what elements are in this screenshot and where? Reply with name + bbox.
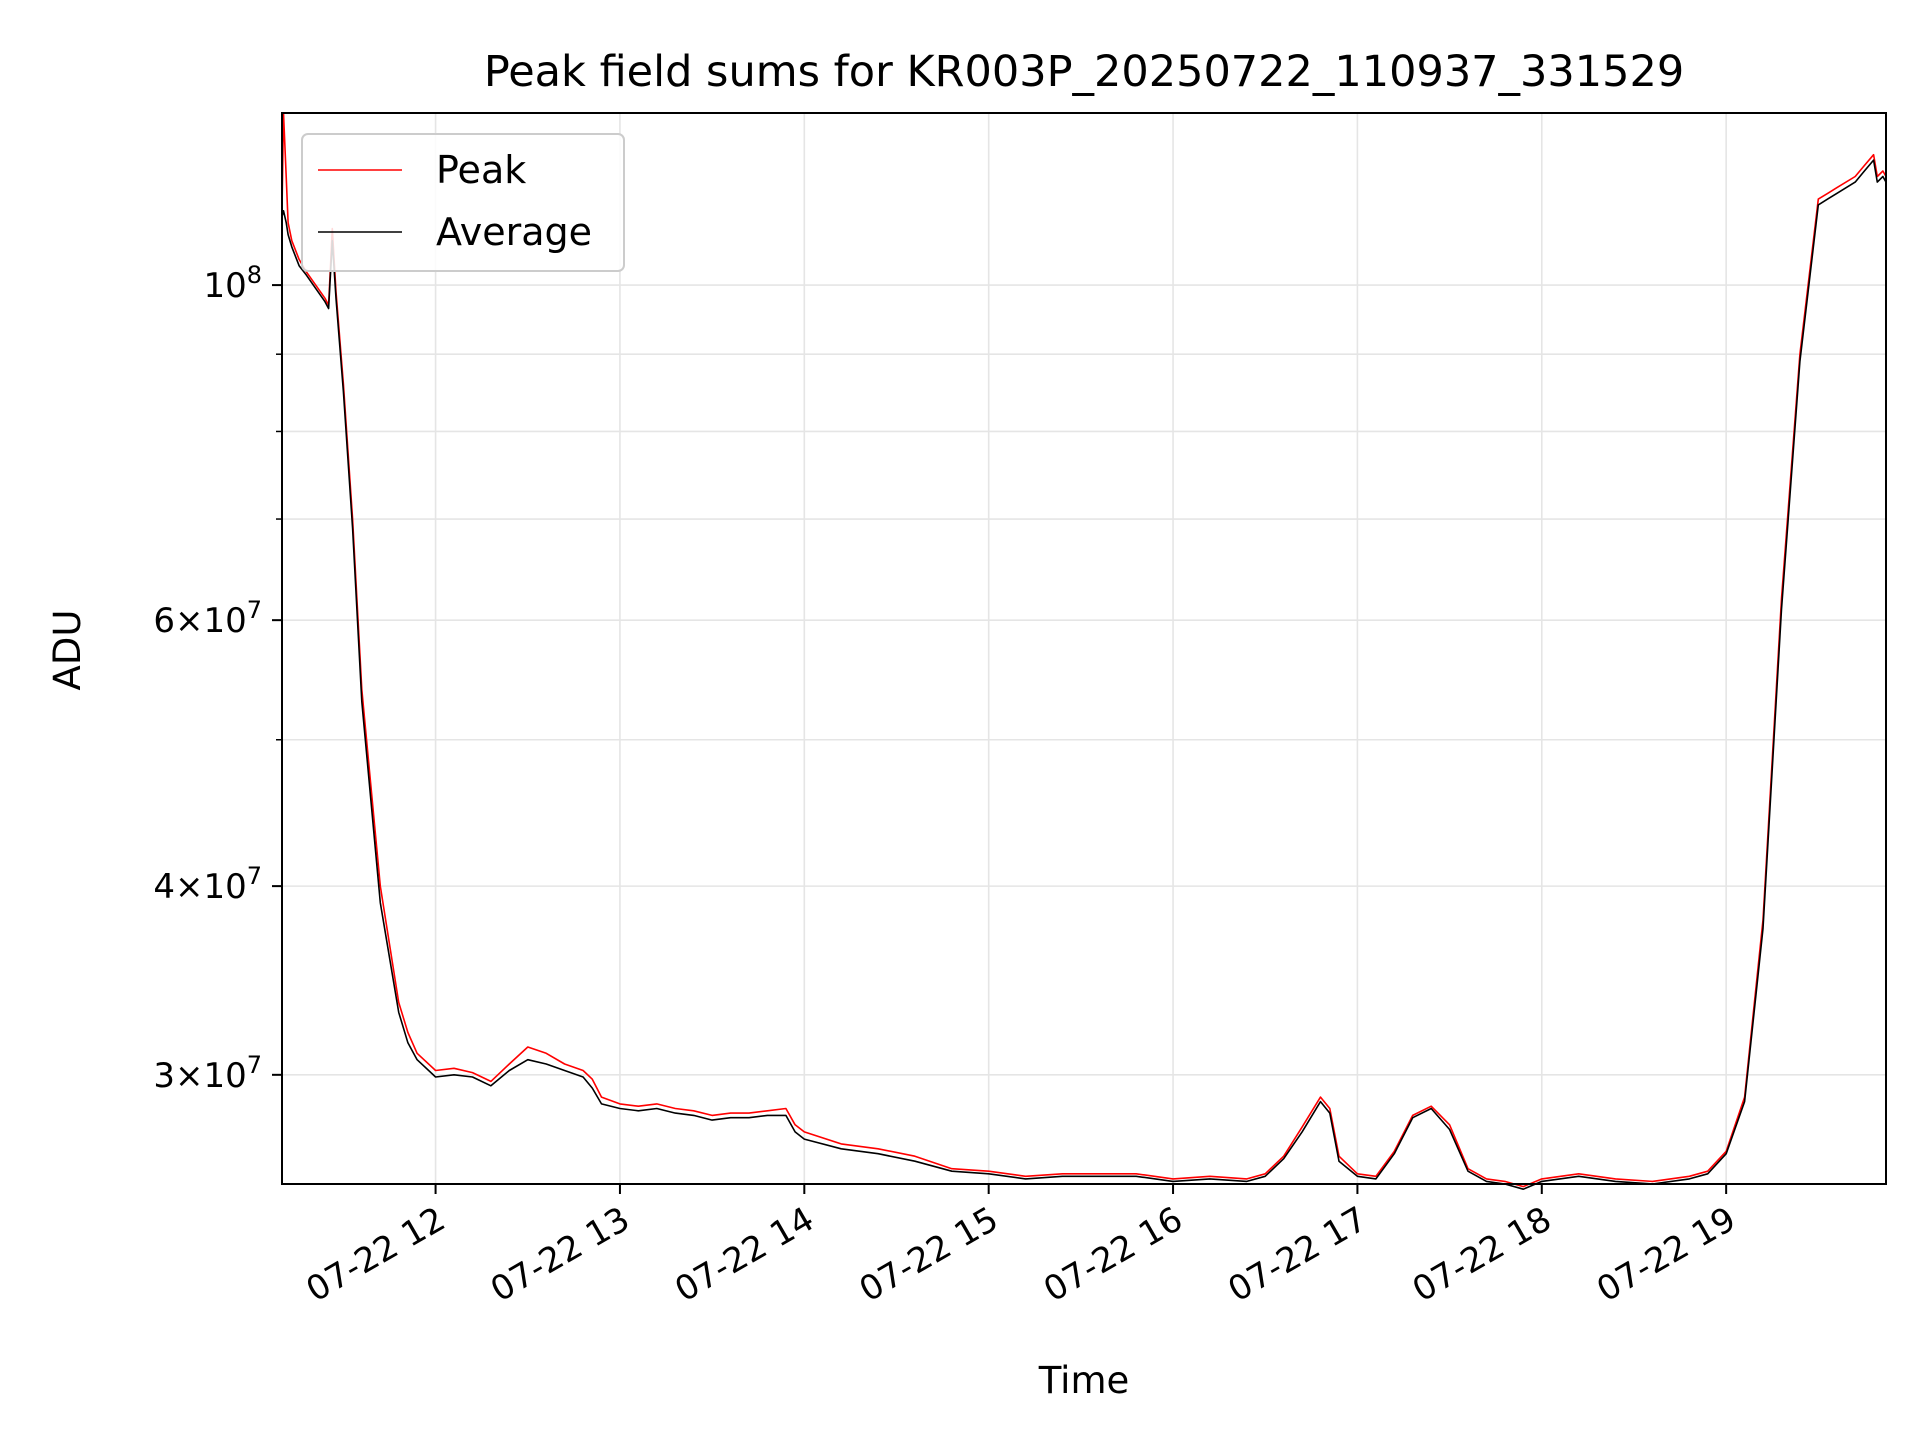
legend: Peak Average <box>301 133 625 272</box>
legend-box <box>301 133 625 272</box>
grid <box>282 113 1886 1184</box>
y-tick-label: 4×107 <box>153 862 262 907</box>
series-group <box>281 112 1887 1190</box>
y-tick-label: 3×107 <box>153 1051 262 1096</box>
legend-label-average: Average <box>436 210 592 254</box>
y-axis: 3×107 4×107 6×107 108 <box>153 261 282 1096</box>
plot-frame <box>281 112 1887 1185</box>
x-axis-label: Time <box>1038 1359 1130 1402</box>
y-axis-label: ADU <box>46 610 89 691</box>
series-line-peak <box>281 112 1887 1188</box>
legend-label-peak: Peak <box>436 148 526 192</box>
chart-title: Peak field sums for KR003P_20250722_1109… <box>484 47 1684 97</box>
y-tick-label: 108 <box>203 261 262 306</box>
y-tick-label: 6×107 <box>153 596 262 641</box>
series-line-average <box>281 159 1887 1190</box>
